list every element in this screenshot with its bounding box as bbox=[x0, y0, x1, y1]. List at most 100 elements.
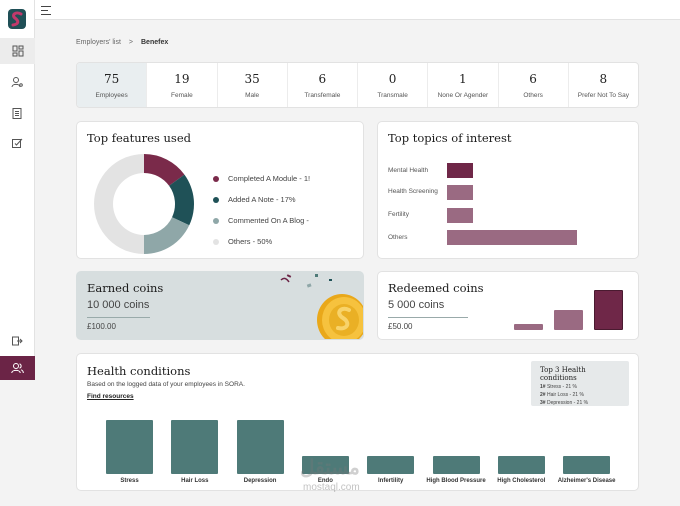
stat-others[interactable]: 6 Others bbox=[499, 63, 569, 107]
redeemed-bar[interactable] bbox=[594, 290, 623, 330]
legend-item: Commented On A Blog - bbox=[213, 210, 313, 231]
topic-bar[interactable] bbox=[447, 185, 473, 200]
stats-bar: 75 Employees 19 Female 35 Male 6 Transfemale… bbox=[76, 62, 639, 108]
sidebar-item-dashboard[interactable] bbox=[0, 38, 35, 64]
donut-slice[interactable] bbox=[144, 217, 190, 254]
stat-label: Transfemale bbox=[304, 91, 341, 99]
card-title: Top topics of interest bbox=[388, 131, 512, 145]
health-subtitle: Based on the logged data of your employe… bbox=[87, 381, 245, 388]
sora-logo bbox=[8, 9, 26, 29]
checklist-icon bbox=[12, 138, 23, 148]
top3-row: 1# Stress - 21 % bbox=[540, 384, 620, 390]
health-bar-label: Endo bbox=[317, 478, 333, 484]
menu-icon[interactable] bbox=[41, 6, 51, 15]
features-donut-chart bbox=[94, 154, 194, 254]
stat-label: Transmale bbox=[377, 91, 408, 99]
divider bbox=[87, 317, 150, 318]
health-bar-label: High Cholesterol bbox=[497, 478, 546, 484]
coin-icon bbox=[280, 274, 363, 339]
top3-text: Hair Loss - 21 % bbox=[546, 392, 584, 398]
top3-row: 3# Depression - 21 % bbox=[540, 400, 620, 406]
health-bar[interactable] bbox=[497, 456, 545, 474]
donut-slice[interactable] bbox=[94, 154, 144, 254]
legend-label: Completed A Module - 1! bbox=[228, 174, 311, 183]
stat-transmale[interactable]: 0 Transmale bbox=[358, 63, 429, 107]
stat-value: 8 bbox=[599, 71, 608, 86]
logout-icon bbox=[12, 336, 23, 346]
stat-employees[interactable]: 75 Employees bbox=[77, 63, 148, 107]
stat-label: Prefer Not To Say bbox=[577, 91, 629, 99]
topic-bar[interactable] bbox=[447, 208, 473, 223]
breadcrumb: Employers' list > Benefex bbox=[76, 39, 168, 46]
sidebar-item-tasks[interactable] bbox=[8, 134, 26, 152]
health-bar[interactable] bbox=[171, 420, 219, 474]
health-bar-label: Alzheimer's Disease bbox=[557, 478, 616, 484]
sidebar-item-users[interactable] bbox=[8, 73, 26, 91]
stat-male[interactable]: 35 Male bbox=[218, 63, 288, 107]
legend-item: Completed A Module - 1! bbox=[213, 168, 313, 189]
top-features-card: Top features used Completed A Module - 1… bbox=[76, 121, 364, 259]
top-bar bbox=[35, 0, 680, 20]
top3-rank: 3# bbox=[540, 400, 546, 406]
features-legend: Completed A Module - 1! Added A Note - 1… bbox=[213, 168, 313, 252]
dashboard-icon bbox=[12, 45, 23, 57]
legend-label: Added A Note - 17% bbox=[228, 195, 296, 204]
sidebar-item-employers[interactable] bbox=[0, 356, 35, 380]
top3-rank: 1# bbox=[540, 384, 546, 390]
health-bar[interactable] bbox=[432, 456, 480, 474]
health-bar[interactable] bbox=[301, 456, 349, 474]
sidebar-item-reports[interactable] bbox=[8, 104, 26, 122]
health-bar-label: Hair Loss bbox=[181, 478, 209, 484]
stat-value: 19 bbox=[174, 71, 190, 86]
earned-money-value: £100.00 bbox=[87, 322, 116, 331]
stat-transfemale[interactable]: 6 Transfemale bbox=[288, 63, 358, 107]
redeemed-money-value: £50.00 bbox=[388, 322, 413, 331]
stat-prefer-not-to-say[interactable]: 8 Prefer Not To Say bbox=[569, 63, 638, 107]
top3-title: Top 3 Health conditions bbox=[540, 366, 586, 382]
stat-value: 35 bbox=[244, 71, 260, 86]
health-bar[interactable] bbox=[367, 456, 415, 474]
legend-item: Others - 50% bbox=[213, 231, 313, 252]
donut-slice[interactable] bbox=[144, 154, 185, 186]
redeemed-coins-card: Redeemed coins 5 000 coins £50.00 bbox=[377, 271, 639, 340]
stat-label: Female bbox=[171, 91, 193, 99]
topic-label: Fertility bbox=[388, 211, 409, 218]
sidebar-item-logout[interactable] bbox=[8, 332, 26, 350]
stat-value: 1 bbox=[459, 71, 467, 86]
health-bar-label: Stress bbox=[120, 478, 139, 484]
health-bar-label: High Blood Pressure bbox=[426, 478, 486, 484]
topic-bar[interactable] bbox=[447, 163, 473, 178]
top3-text: Stress - 21 % bbox=[546, 384, 577, 390]
topic-bar[interactable] bbox=[447, 230, 577, 245]
donut-slice[interactable] bbox=[169, 174, 194, 226]
earned-coins-value: 10 000 coins bbox=[87, 299, 150, 311]
card-title: Health conditions bbox=[87, 364, 191, 378]
legend-label: Commented On A Blog - bbox=[228, 216, 309, 225]
chevron-right-icon: > bbox=[128, 39, 133, 46]
top-topics-card: Top topics of interest Mental Health Hea… bbox=[377, 121, 639, 259]
stat-female[interactable]: 19 Female bbox=[147, 63, 218, 107]
divider bbox=[388, 317, 468, 318]
find-resources-link[interactable]: Find resources bbox=[87, 393, 134, 400]
redeemed-bar[interactable] bbox=[554, 310, 583, 330]
watermark-arabic: مستقل bbox=[300, 457, 360, 479]
card-title: Top features used bbox=[87, 131, 191, 145]
stat-value: 0 bbox=[388, 71, 397, 86]
redeemed-bar[interactable] bbox=[514, 324, 543, 330]
stat-label: Others bbox=[523, 91, 543, 99]
legend-item: Added A Note - 17% bbox=[213, 189, 313, 210]
clipboard-icon bbox=[12, 108, 22, 119]
health-bar[interactable] bbox=[236, 420, 284, 474]
sidebar bbox=[0, 0, 35, 380]
topic-label: Others bbox=[388, 234, 408, 241]
health-bar-label: Infertility bbox=[378, 478, 404, 484]
legend-dot bbox=[213, 196, 219, 203]
health-bar[interactable] bbox=[563, 456, 611, 474]
stat-agender[interactable]: 1 None Or Agender bbox=[428, 63, 499, 107]
legend-label: Others - 50% bbox=[228, 237, 273, 246]
health-bar[interactable] bbox=[106, 420, 153, 474]
user-settings-icon bbox=[11, 77, 23, 88]
topic-label: Mental Health bbox=[388, 167, 429, 174]
breadcrumb-parent[interactable]: Employers' list bbox=[76, 39, 121, 46]
